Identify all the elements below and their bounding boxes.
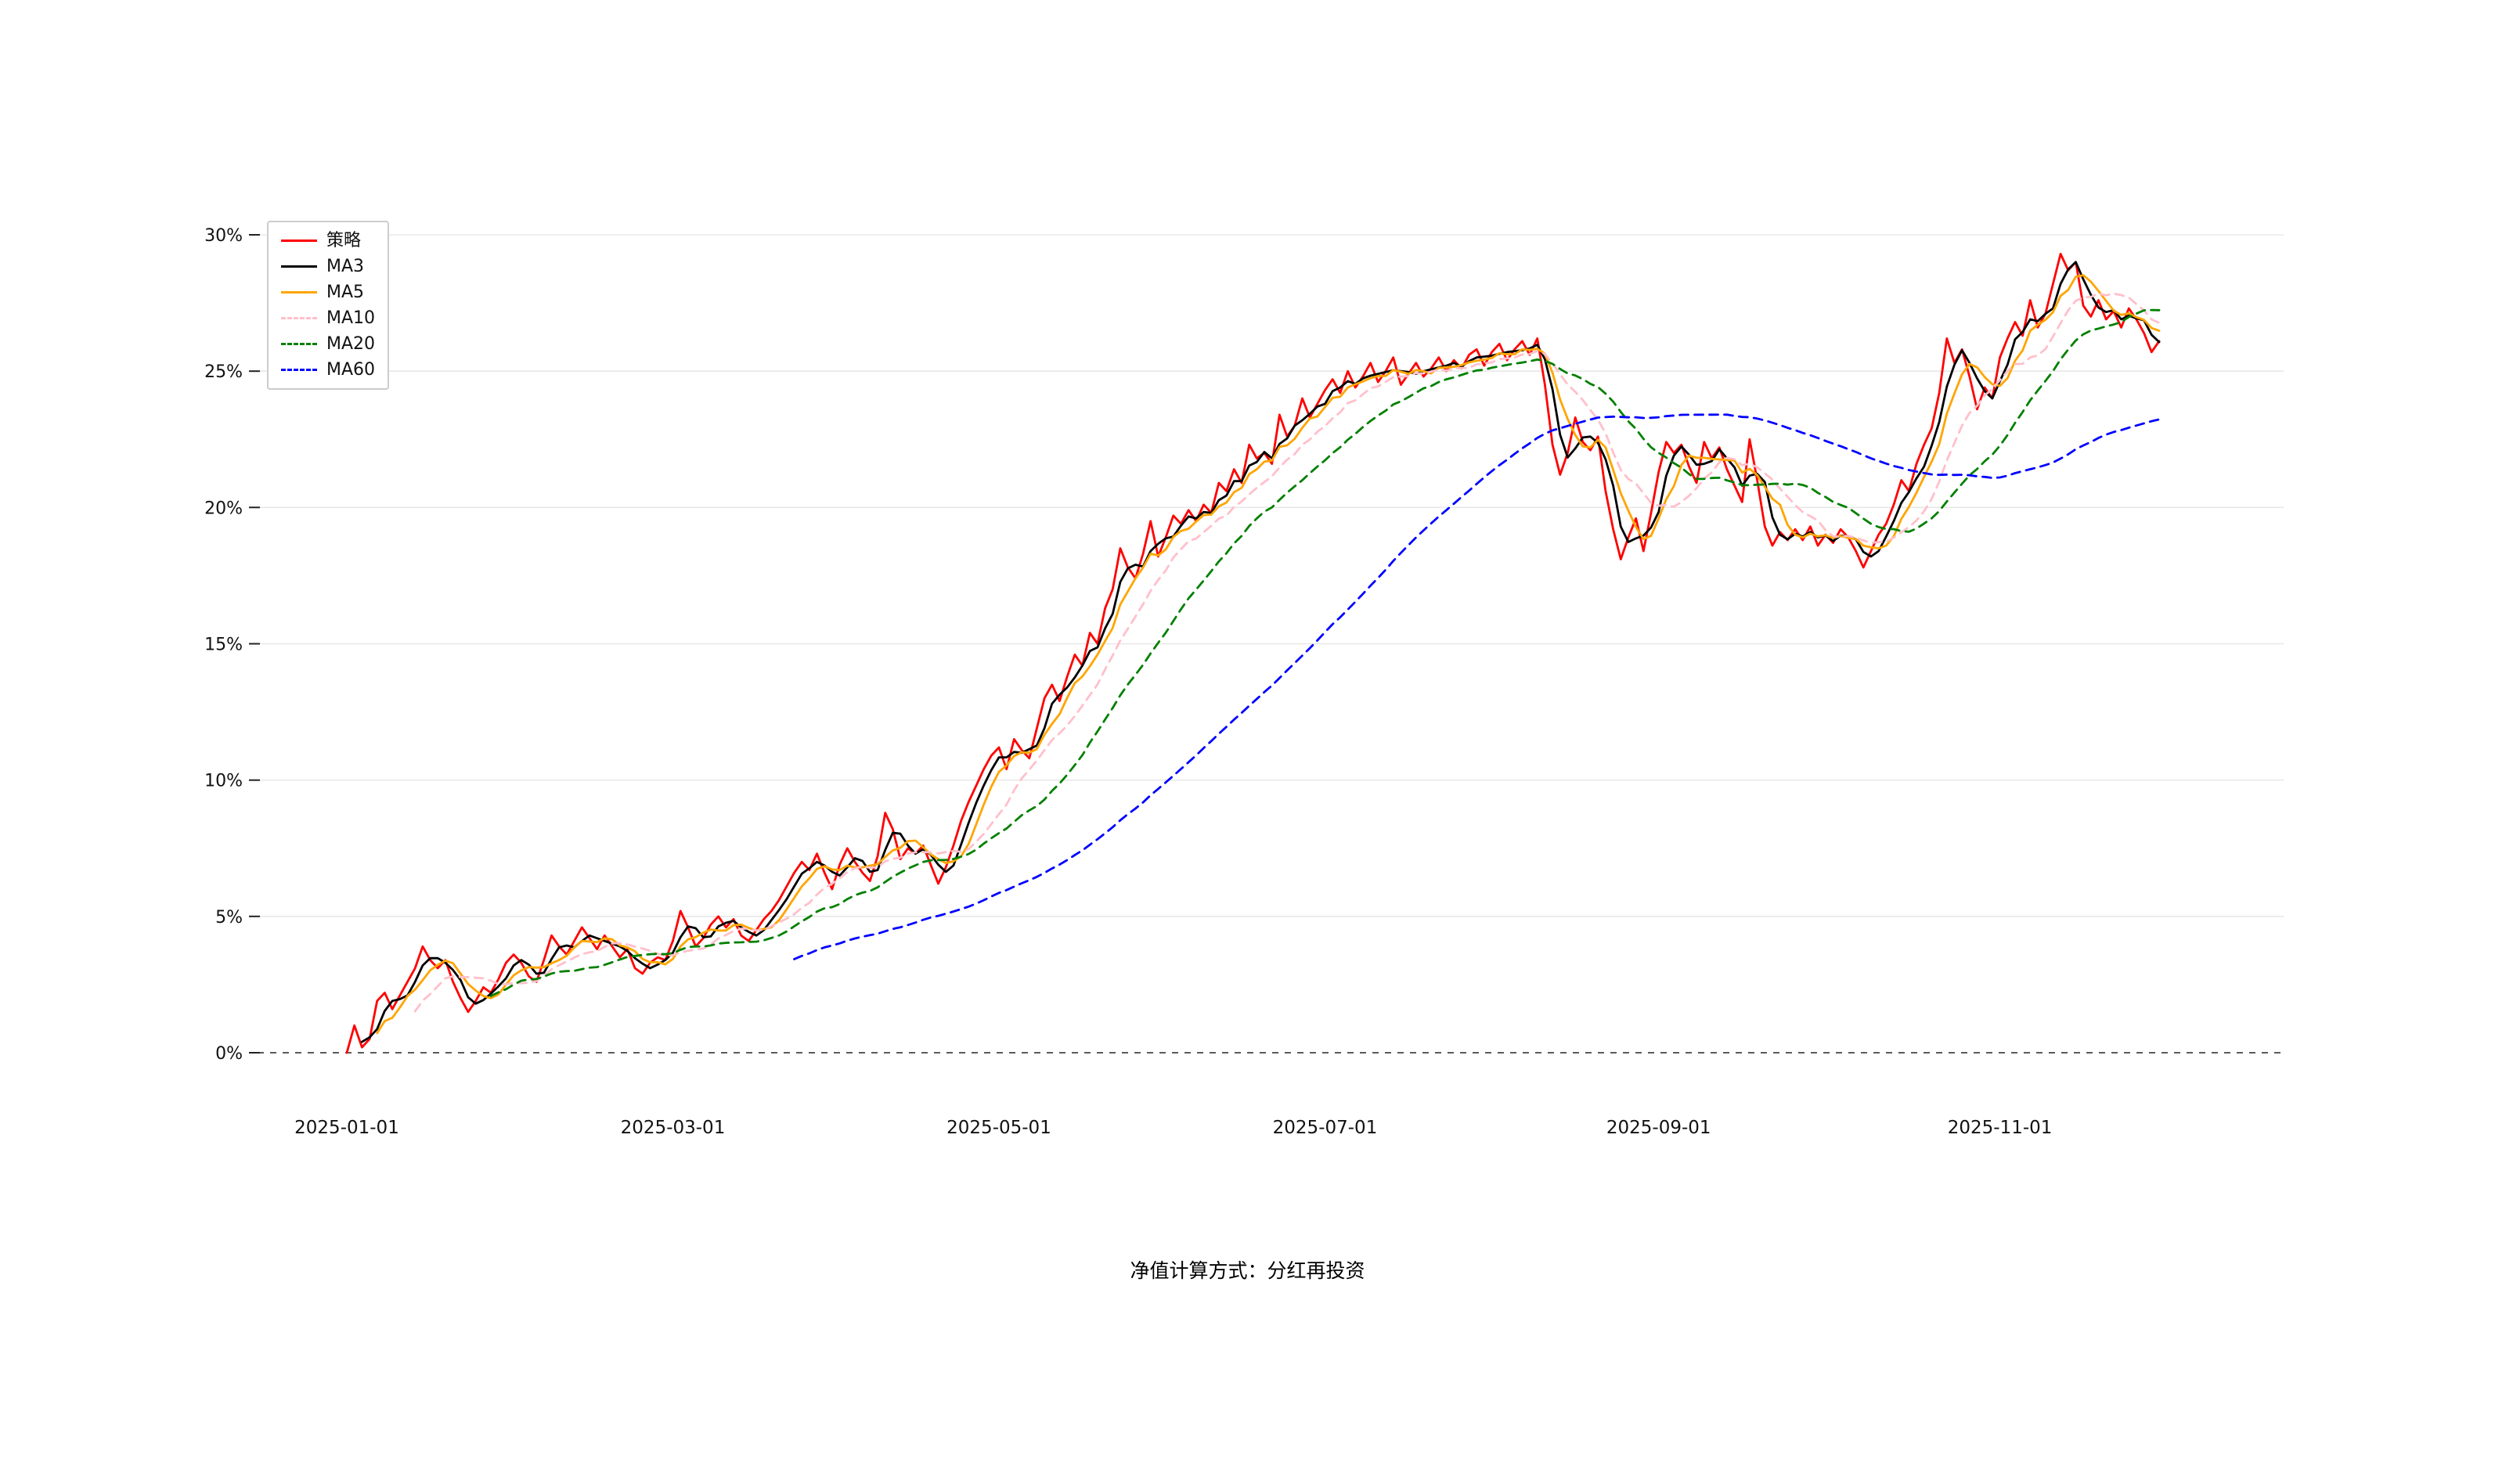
series-line-ma20 xyxy=(489,308,2161,997)
series-line-ma5 xyxy=(376,274,2161,1035)
y-tick-label-20: 20% xyxy=(204,499,243,518)
legend-swatch-strategy xyxy=(281,240,317,242)
y-tick-label-10: 10% xyxy=(204,772,243,791)
legend-swatch-ma60 xyxy=(281,369,317,371)
series-line-ma10 xyxy=(413,292,2161,1013)
legend-swatch-ma3 xyxy=(281,265,317,268)
x-tick-label-2025-05-01: 2025-05-01 xyxy=(946,1118,1051,1138)
legend-label-strategy: 策略 xyxy=(326,230,362,250)
x-tick-label-2025-03-01: 2025-03-01 xyxy=(621,1118,726,1138)
chart-caption: 净值计算方式：分红再投资 xyxy=(1130,1259,1365,1282)
legend-swatch-ma20 xyxy=(281,343,317,345)
legend-label-ma10: MA10 xyxy=(326,308,376,328)
series-line-ma3 xyxy=(361,261,2161,1043)
y-tick-label-30: 30% xyxy=(204,226,243,246)
chart-legend: 策略 MA3 MA5 MA10 MA20 MA60 xyxy=(267,221,390,390)
legend-item-ma60: MA60 xyxy=(281,361,375,379)
x-tick-label-2025-07-01: 2025-07-01 xyxy=(1273,1118,1378,1138)
legend-label-ma60: MA60 xyxy=(326,359,376,380)
y-tick-label-0: 0% xyxy=(215,1044,243,1064)
legend-item-ma5: MA5 xyxy=(281,283,375,301)
legend-item-ma3: MA3 xyxy=(281,258,375,276)
y-tick-label-15: 15% xyxy=(204,636,243,655)
legend-label-ma3: MA3 xyxy=(326,256,365,276)
legend-label-ma5: MA5 xyxy=(326,282,365,302)
legend-swatch-ma5 xyxy=(281,291,317,294)
x-tick-label-2025-09-01: 2025-09-01 xyxy=(1606,1118,1711,1138)
series-line-ma60 xyxy=(793,413,2161,960)
x-tick-label-2025-01-01: 2025-01-01 xyxy=(294,1118,399,1138)
legend-item-ma10: MA10 xyxy=(281,309,375,327)
legend-label-ma20: MA20 xyxy=(326,333,376,354)
y-tick-label-25: 25% xyxy=(204,362,243,382)
y-tick-label-5: 5% xyxy=(215,908,243,928)
legend-item-strategy: 策略 xyxy=(281,232,375,250)
series-line-strategy xyxy=(345,253,2161,1054)
x-tick-label-2025-11-01: 2025-11-01 xyxy=(1948,1118,2053,1138)
legend-item-ma20: MA20 xyxy=(281,335,375,353)
legend-swatch-ma10 xyxy=(281,317,317,319)
